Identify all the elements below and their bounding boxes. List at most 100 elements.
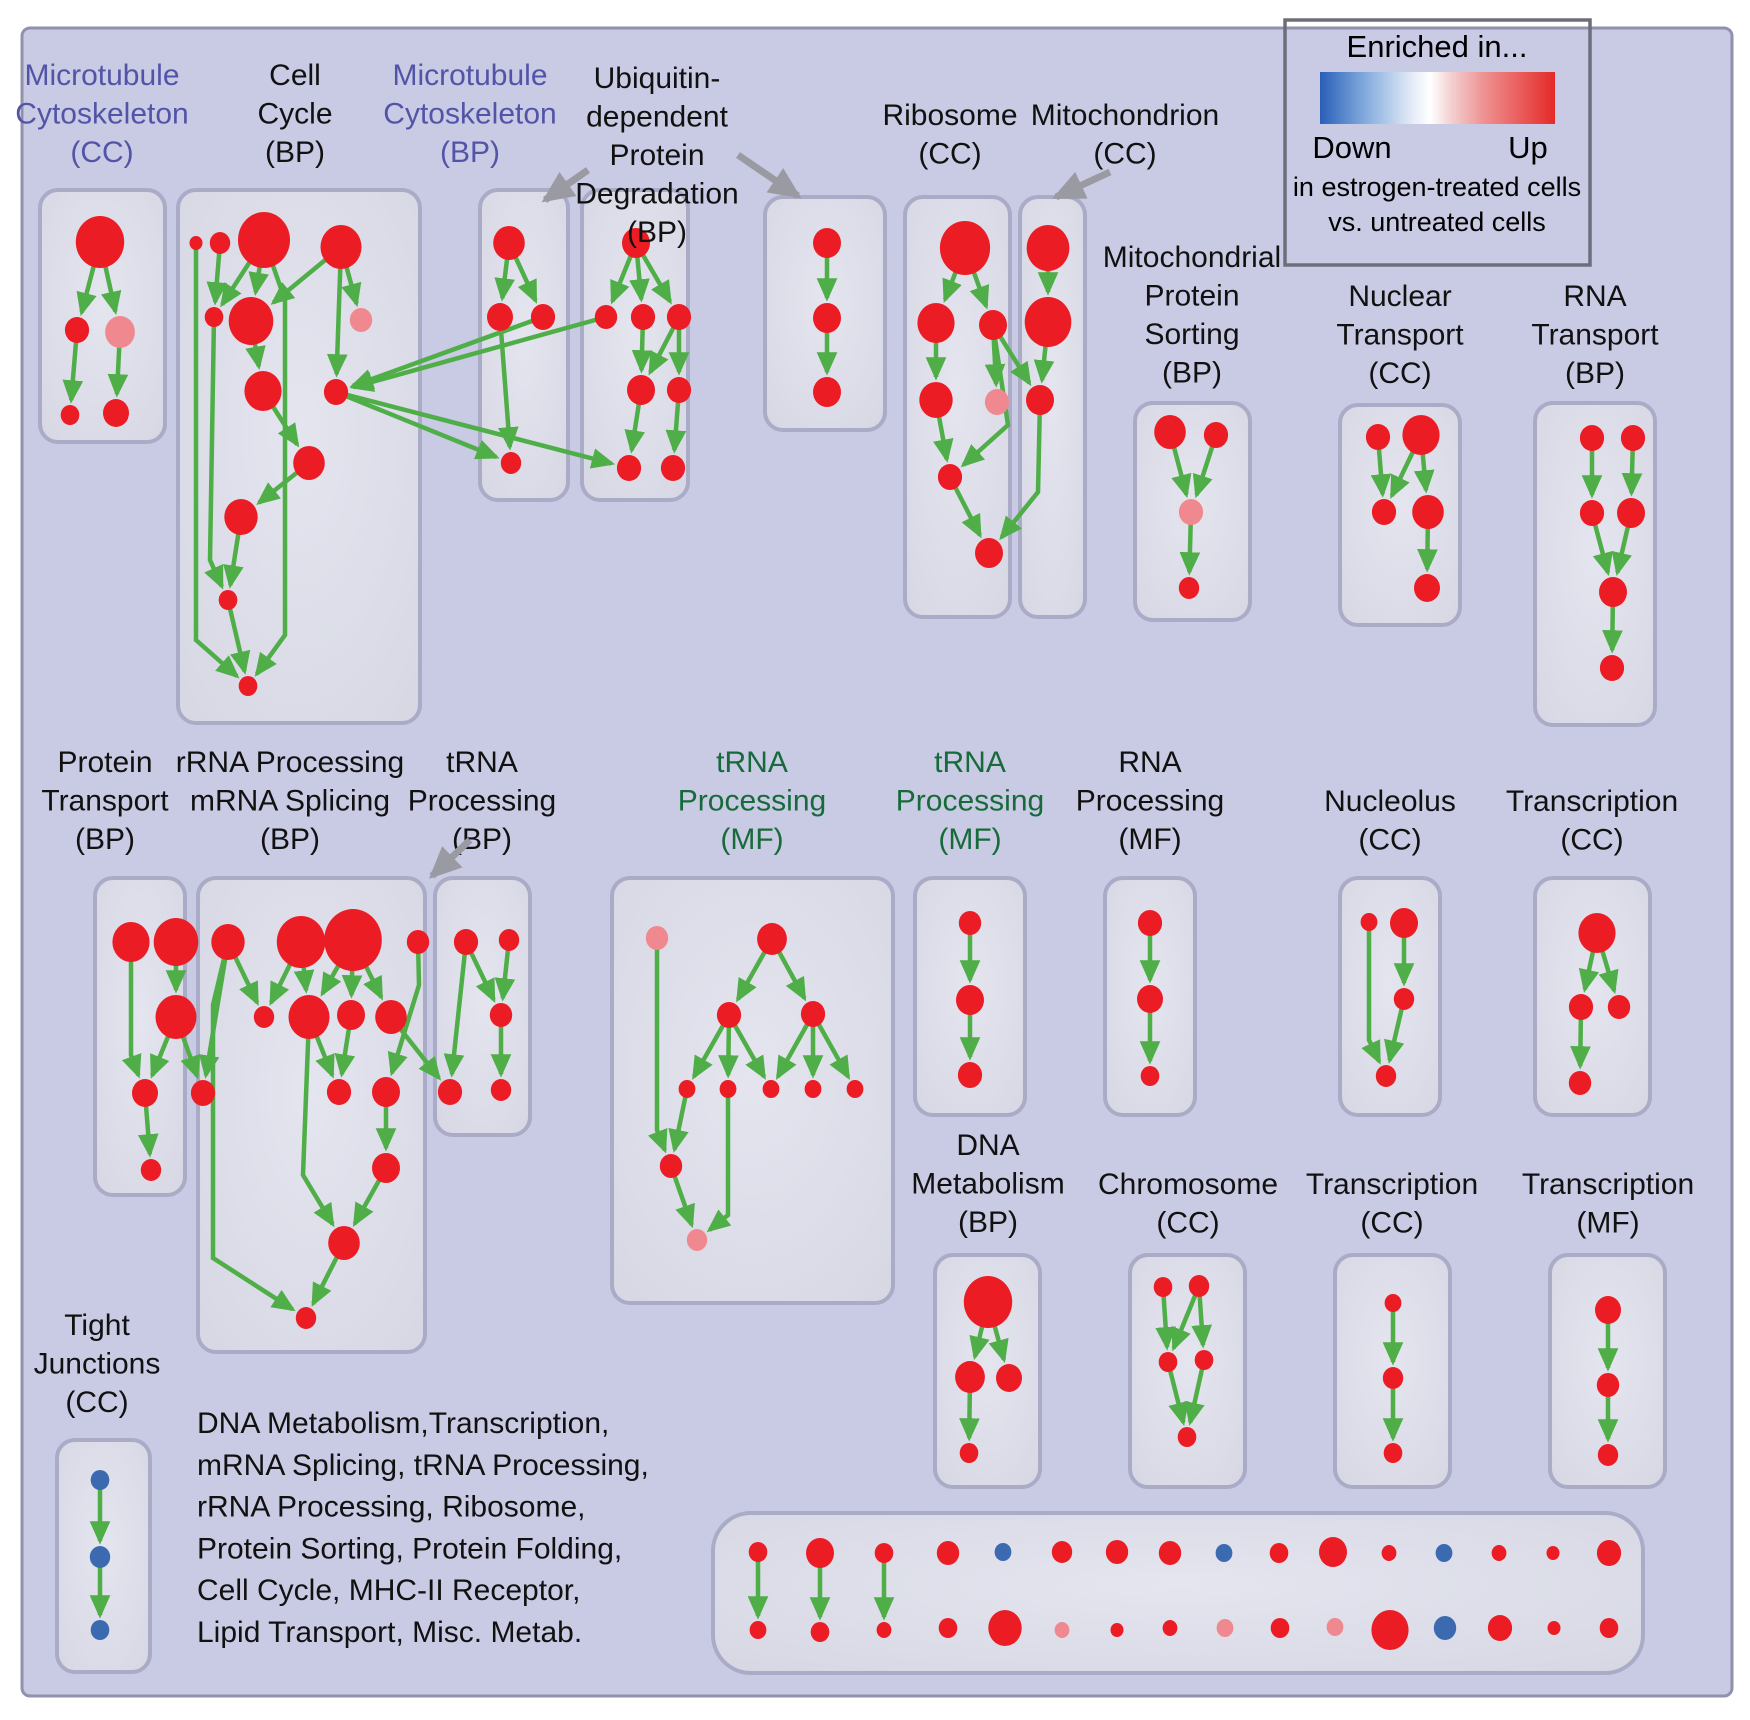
cluster-label-line: Ubiquitin- <box>594 62 721 95</box>
go-term-node-red <box>209 232 231 254</box>
cluster-label-line: Transcription <box>1306 1168 1478 1201</box>
cluster-label-line: (BP) <box>1565 357 1625 390</box>
cluster-label-line: (CC) <box>70 136 133 169</box>
cluster-box-chromosome-cc <box>1128 1253 1247 1489</box>
go-term-node-red <box>957 1062 983 1088</box>
cluster-label-line: (CC) <box>65 1386 128 1419</box>
go-term-node-red <box>324 909 382 971</box>
go-term-node-red <box>1487 1615 1513 1641</box>
cluster-label-line: RNA <box>1118 746 1181 779</box>
go-term-node-red <box>1402 415 1440 455</box>
cluster-label-line: Processing <box>678 785 826 818</box>
go-term-node-red <box>140 1159 162 1181</box>
go-term-node-red <box>1568 1071 1592 1095</box>
go-term-node-red <box>1371 1610 1409 1650</box>
go-term-node-red <box>813 377 841 407</box>
cluster-label-line: mRNA Splicing <box>190 785 390 818</box>
cluster-label-line: (MF) <box>938 823 1001 856</box>
cluster-label-line: (CC) <box>1368 357 1431 390</box>
cluster-label-line: Ribosome <box>882 99 1017 132</box>
cluster-label-line: Junctions <box>34 1348 161 1381</box>
go-term-node-pink <box>349 308 373 332</box>
cluster-box-transcription-cc-middle <box>1533 876 1652 1117</box>
go-term-node-blue <box>1215 1544 1233 1562</box>
go-term-node-blue <box>1433 1616 1457 1640</box>
go-term-node-red <box>1158 1541 1182 1565</box>
go-term-node-red <box>762 1080 780 1098</box>
go-term-node-red <box>1137 985 1163 1013</box>
go-term-node-red <box>328 1226 360 1260</box>
cluster-label-line: Mitochondrion <box>1031 99 1219 132</box>
go-term-node-red <box>1026 225 1070 271</box>
go-term-node-red <box>1383 1443 1403 1463</box>
legend-subtitle-line1: in estrogen-treated cells <box>1293 172 1581 202</box>
edge-cross-cluster <box>335 389 500 460</box>
go-term-node-red <box>1203 422 1229 448</box>
go-term-node-red <box>1051 1541 1073 1563</box>
go-term-node-red <box>218 590 238 610</box>
go-term-node-red <box>372 1077 400 1107</box>
cluster-label-line: (BP) <box>75 823 135 856</box>
cluster-label-line: (BP) <box>958 1206 1018 1239</box>
edge-trna-processing-mf-a <box>648 938 668 1154</box>
go-term-node-red <box>276 916 326 968</box>
go-term-node-red <box>1110 1623 1124 1637</box>
annotation-arrows-layer <box>428 152 1112 879</box>
go-term-node-red <box>1270 1618 1290 1638</box>
go-term-node-red <box>719 1080 737 1098</box>
label-pointer-arrow <box>428 837 473 879</box>
go-term-node-red <box>487 303 513 331</box>
go-term-node-red <box>956 985 984 1015</box>
go-term-node-blue <box>1435 1544 1453 1562</box>
go-term-node-red <box>1177 1427 1197 1447</box>
cluster-label-line: DNA <box>956 1129 1019 1162</box>
edge-cross-cluster <box>335 389 616 469</box>
cluster-label-line: rRNA Processing <box>176 746 404 779</box>
go-term-node-red <box>757 923 787 955</box>
cluster-label-line: Protein <box>609 139 704 172</box>
go-term-node-red <box>500 452 522 474</box>
go-term-node-red <box>1596 1540 1622 1566</box>
cluster-label-line: Transport <box>1336 319 1464 352</box>
go-term-node-red <box>1579 500 1605 526</box>
go-term-node-red <box>660 455 686 481</box>
go-term-node-red <box>813 228 841 258</box>
go-term-node-red <box>800 1001 826 1027</box>
go-term-node-red <box>1597 1444 1619 1466</box>
go-term-node-red <box>876 1622 892 1638</box>
go-term-node-red <box>616 455 642 481</box>
legend-title: Enriched in... <box>1347 29 1528 64</box>
cluster-label-line: (CC) <box>918 138 981 171</box>
go-term-node-red <box>453 929 479 955</box>
go-term-node-red <box>937 464 963 490</box>
go-term-node-red <box>437 1079 463 1105</box>
edge-chromosome-cc <box>1155 1286 1177 1351</box>
go-term-node-red <box>153 918 199 966</box>
go-term-node-red <box>60 405 80 425</box>
go-term-node-red <box>874 1543 894 1563</box>
go-term-node-red <box>530 304 556 330</box>
shared-terms-text-line: Cell Cycle, MHC-II Receptor, <box>197 1574 580 1607</box>
go-term-node-red <box>326 1079 352 1105</box>
go-term-node-red <box>244 371 282 411</box>
go-term-node-red <box>979 310 1007 340</box>
go-term-node-red <box>917 303 955 343</box>
go-term-node-red <box>1414 574 1440 602</box>
cluster-label-line: Transcription <box>1522 1168 1694 1201</box>
label-pointer-arrow <box>541 167 591 203</box>
go-term-node-red <box>253 1006 275 1028</box>
go-term-node-red <box>1579 425 1605 451</box>
go-term-node-red <box>975 538 1003 568</box>
legend-gradient-bar <box>1320 72 1555 124</box>
cluster-label-line: (BP) <box>627 216 687 249</box>
go-term-node-red <box>1390 908 1418 938</box>
go-term-node-red <box>594 305 618 329</box>
edge-chromosome-cc <box>1171 1285 1202 1352</box>
go-term-node-red <box>938 1618 958 1638</box>
go-term-node-red <box>659 1154 683 1178</box>
go-term-node-red <box>1153 1277 1173 1297</box>
go-term-node-red <box>1375 1065 1397 1087</box>
go-term-node-pink <box>1326 1618 1344 1636</box>
go-term-node-red <box>224 499 258 535</box>
